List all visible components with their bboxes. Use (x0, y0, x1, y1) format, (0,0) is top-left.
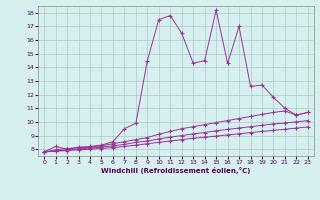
X-axis label: Windchill (Refroidissement éolien,°C): Windchill (Refroidissement éolien,°C) (101, 167, 251, 174)
